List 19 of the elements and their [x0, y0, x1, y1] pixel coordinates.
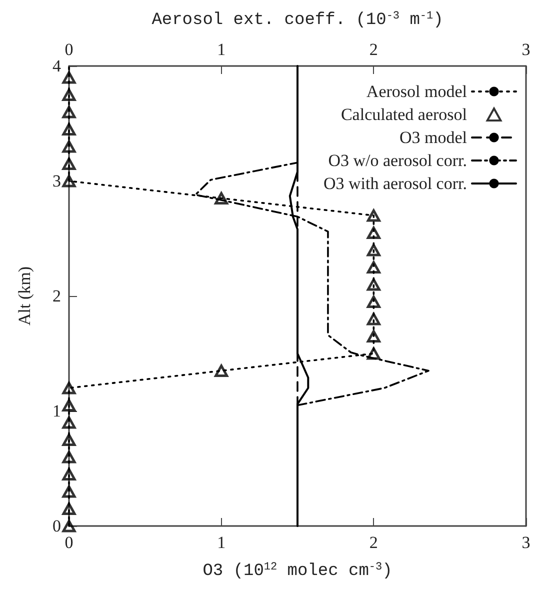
- x-tick-label: 0: [64, 533, 74, 552]
- legend-label: Calculated aerosol: [340, 105, 468, 124]
- x-tick-label: 1: [217, 533, 226, 552]
- x2-tick-label: 2: [369, 40, 378, 59]
- y-tick-label: 0: [52, 516, 61, 536]
- legend-label: O3 model: [399, 128, 468, 147]
- x2-tick-label: 0: [64, 40, 74, 59]
- x-tick-label: 2: [369, 533, 378, 552]
- x2-tick-label: 1: [217, 40, 226, 59]
- y-tick-label: 3: [52, 172, 61, 190]
- legend-label: Aerosol model: [366, 82, 468, 101]
- y-tick-label: 4: [52, 56, 62, 76]
- x2-tick-label: 3: [522, 40, 530, 59]
- x-tick-label: 3: [522, 533, 530, 552]
- y-tick-label: 2: [52, 286, 61, 306]
- legend-label: O3 w/o aerosol corr.: [328, 151, 467, 170]
- y-axis-title: Alt (km): [15, 266, 34, 326]
- y-tick-label: 1: [52, 402, 61, 420]
- legend-label: O3 with aerosol corr.: [323, 174, 467, 193]
